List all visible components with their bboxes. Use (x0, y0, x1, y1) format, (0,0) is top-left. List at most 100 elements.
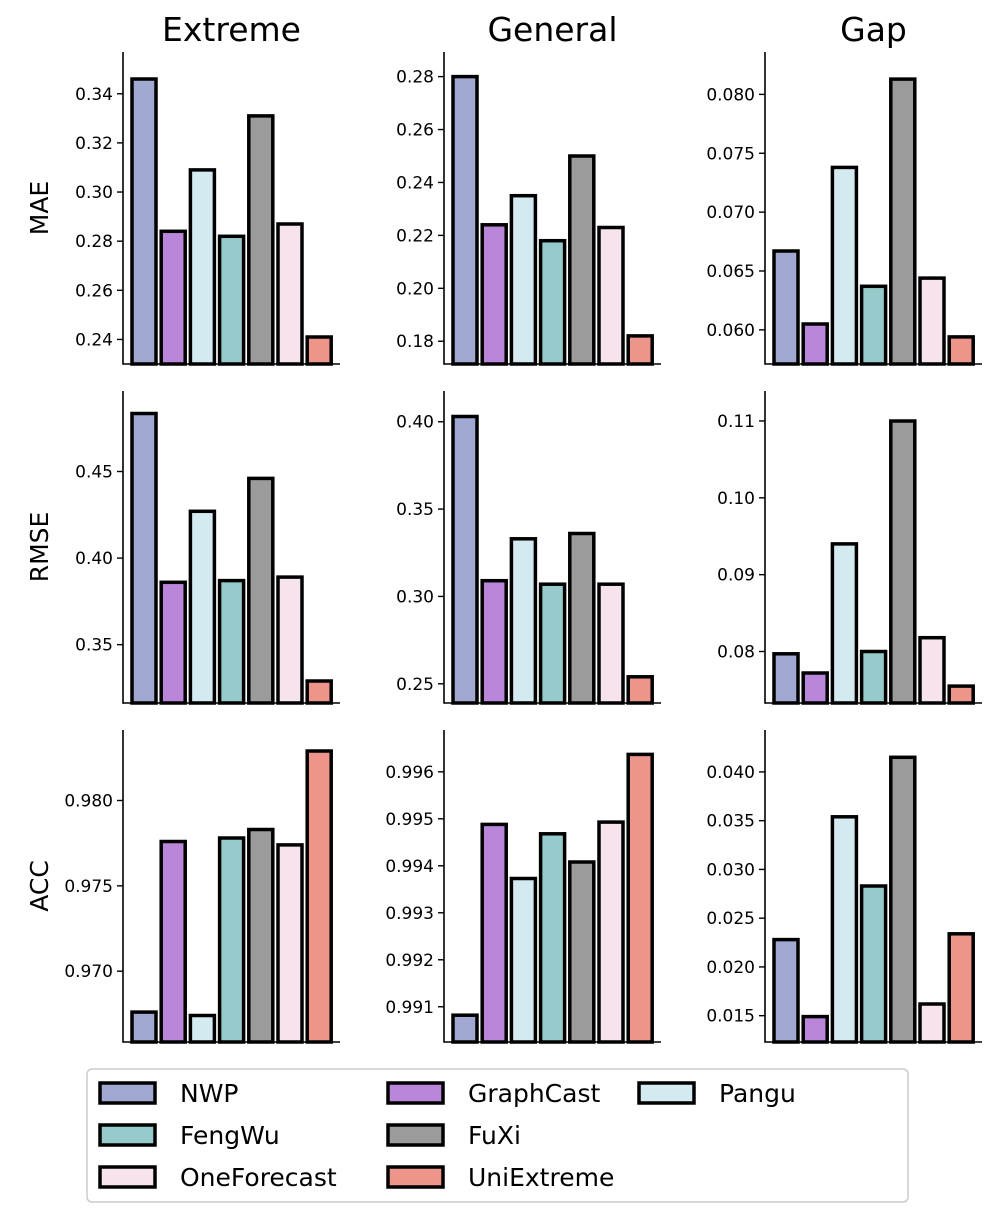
bar-fengwu (538, 832, 567, 1044)
legend-item-oneforecast: OneForecast (98, 1163, 337, 1192)
bar-nwp (451, 414, 479, 705)
y-tick-label: 0.08 (717, 643, 755, 663)
y-tick-label: 0.26 (75, 281, 113, 301)
bar-uniextreme (947, 335, 975, 366)
y-tick-label: 0.994 (385, 857, 434, 877)
bar-graphcast (159, 229, 187, 366)
column-title-general: General (487, 10, 617, 49)
y-tick-label: 0.080 (706, 85, 755, 105)
panel-acc-extreme: 0.970 0.975 0.980 (64, 730, 340, 1044)
bar-fengwu (538, 238, 567, 366)
panel-rmse-general: 0.25 0.30 0.35 0.40 (396, 391, 661, 705)
bar-pangu (830, 815, 859, 1044)
y-tick-label: 0.09 (717, 566, 755, 586)
bar-nwp (130, 411, 158, 705)
y-tick-label: 0.30 (75, 183, 113, 203)
legend-swatch (98, 1123, 157, 1147)
y-tick-label: 0.993 (385, 904, 434, 924)
bar-fengwu (217, 836, 246, 1044)
panel-rmse-extreme: 0.35 0.40 0.45 (75, 391, 340, 705)
bar-graphcast (480, 578, 508, 705)
y-tick-label: 0.25 (396, 675, 434, 695)
bar-nwp (772, 937, 800, 1044)
bar-pangu (188, 509, 217, 705)
y-tick-label: 0.070 (706, 203, 755, 223)
legend-swatch (386, 1123, 445, 1147)
legend-label: FengWu (180, 1121, 280, 1150)
legend-item-nwp: NWP (98, 1079, 239, 1108)
y-tick-label: 0.975 (64, 877, 113, 897)
bar-pangu (830, 542, 859, 705)
row-label-rmse: RMSE (25, 512, 54, 583)
y-tick-label: 0.030 (706, 860, 755, 880)
bar-uniextreme (947, 932, 975, 1044)
y-tick-label: 0.20 (396, 279, 434, 299)
bar-graphcast (480, 223, 508, 366)
bar-nwp (451, 74, 479, 366)
panel-rmse-gap: 0.08 0.09 0.10 0.11 (717, 391, 982, 705)
bar-uniextreme (626, 334, 654, 366)
bar-fuxi (889, 419, 917, 705)
bar-fuxi (568, 860, 596, 1044)
y-tick-label: 0.34 (75, 85, 113, 105)
panels: 0.24 0.26 0.28 0.30 0.32 0.34 0.18 0.20 0.22 0.24… (64, 52, 982, 1044)
legend-swatch (98, 1081, 157, 1105)
panel-mae-general: 0.18 0.20 0.22 0.24 0.26 0.28 (396, 52, 661, 366)
bar-fengwu (538, 582, 567, 705)
bar-graphcast (801, 1014, 829, 1044)
bar-pangu (509, 537, 538, 705)
y-tick-label: 0.40 (396, 413, 434, 433)
bar-nwp (451, 1013, 479, 1044)
bar-fuxi (247, 476, 275, 705)
column-title-extreme: Extreme (162, 10, 301, 49)
bar-nwp (772, 652, 800, 705)
bar-fuxi (568, 531, 596, 705)
bar-graphcast (480, 822, 508, 1044)
legend: NWP FengWu OneForecast GraphCast FuXi UniExtr… (86, 1068, 909, 1203)
legend-swatch (637, 1081, 696, 1105)
bar-fuxi (247, 827, 275, 1044)
legend-swatch (98, 1165, 157, 1189)
y-tick-label: 0.995 (385, 810, 434, 830)
legend-label: UniExtreme (468, 1163, 614, 1192)
legend-frame (86, 1068, 909, 1203)
legend-item-pangu: Pangu (637, 1079, 796, 1108)
bar-uniextreme (305, 749, 333, 1044)
bar-fengwu (217, 578, 246, 705)
y-tick-label: 0.970 (64, 962, 113, 982)
y-tick-label: 0.020 (706, 958, 755, 978)
y-tick-label: 0.980 (64, 791, 113, 811)
y-tick-label: 0.992 (385, 951, 434, 971)
y-tick-label: 0.060 (706, 321, 755, 341)
bar-pangu (830, 165, 859, 366)
legend-label: Pangu (719, 1079, 796, 1108)
y-tick-label: 0.32 (75, 134, 113, 154)
bar-fuxi (889, 755, 917, 1044)
column-titles: Extreme General Gap (162, 10, 907, 49)
y-tick-label: 0.22 (396, 226, 434, 246)
bar-fuxi (247, 114, 275, 366)
bar-graphcast (801, 322, 829, 366)
bar-uniextreme (305, 679, 333, 705)
y-tick-label: 0.11 (717, 412, 755, 432)
y-tick-label: 0.40 (75, 549, 113, 569)
y-tick-label: 0.10 (717, 489, 755, 509)
y-tick-label: 0.015 (706, 1007, 755, 1027)
y-tick-label: 0.040 (706, 763, 755, 783)
bar-uniextreme (947, 684, 975, 705)
bar-graphcast (801, 671, 829, 705)
y-tick-label: 0.30 (396, 587, 434, 607)
bar-uniextreme (626, 675, 654, 705)
legend-swatch (386, 1165, 445, 1189)
bar-fengwu (217, 234, 246, 366)
bar-oneforecast (597, 582, 625, 705)
legend-label: NWP (180, 1079, 239, 1108)
y-tick-label: 0.025 (706, 909, 755, 929)
y-tick-label: 0.24 (75, 330, 113, 350)
y-tick-label: 0.28 (75, 232, 113, 252)
bar-oneforecast (918, 1002, 946, 1044)
bar-graphcast (159, 580, 187, 705)
bar-fuxi (889, 77, 917, 366)
legend-swatch (386, 1081, 445, 1105)
